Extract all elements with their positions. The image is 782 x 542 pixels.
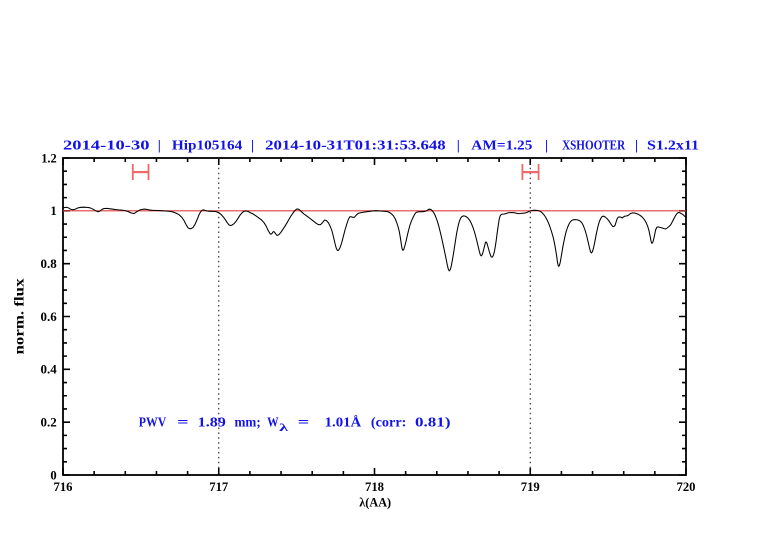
- svg-text:2014-10-30: 2014-10-30: [63, 138, 150, 153]
- svg-text:|: |: [635, 138, 638, 153]
- svg-text:0.81): 0.81): [415, 416, 451, 431]
- svg-text:718: 718: [365, 479, 384, 494]
- svg-text:PWV: PWV: [139, 416, 167, 431]
- svg-text:Hip105164: Hip105164: [172, 138, 242, 153]
- svg-text:AM=1.25: AM=1.25: [471, 138, 532, 153]
- svg-text:|: |: [251, 138, 254, 153]
- svg-text:0.4: 0.4: [41, 362, 58, 377]
- svg-text:1.89: 1.89: [198, 416, 226, 431]
- svg-text:(corr:: (corr:: [371, 416, 407, 431]
- svg-text:2014-10-31T01:31:53.648: 2014-10-31T01:31:53.648: [265, 138, 446, 153]
- svg-text:XSHOOTER: XSHOOTER: [562, 138, 626, 153]
- svg-text:1.2: 1.2: [41, 150, 57, 165]
- svg-text:norm. flux: norm. flux: [13, 279, 28, 355]
- svg-text:λ: λ: [279, 422, 289, 434]
- svg-text:mm;: mm;: [235, 416, 261, 431]
- svg-text:1: 1: [50, 203, 56, 218]
- svg-text:0.8: 0.8: [41, 256, 58, 271]
- svg-text:W: W: [267, 416, 279, 431]
- svg-text:720: 720: [677, 479, 696, 494]
- svg-text:λ(AA): λ(AA): [359, 496, 391, 510]
- svg-text:|: |: [545, 138, 548, 153]
- svg-text:0.6: 0.6: [41, 309, 58, 324]
- svg-text:=: =: [298, 416, 310, 431]
- svg-text:S1.2x11: S1.2x11: [647, 138, 699, 153]
- svg-text:1.01Å: 1.01Å: [325, 415, 363, 431]
- svg-text:|: |: [457, 138, 460, 153]
- svg-text:|: |: [158, 138, 161, 153]
- svg-text:0.2: 0.2: [41, 415, 57, 430]
- svg-text:716: 716: [54, 479, 73, 494]
- svg-text:0: 0: [50, 467, 56, 482]
- svg-text:=: =: [177, 416, 189, 431]
- svg-text:717: 717: [209, 479, 228, 494]
- svg-text:719: 719: [521, 479, 540, 494]
